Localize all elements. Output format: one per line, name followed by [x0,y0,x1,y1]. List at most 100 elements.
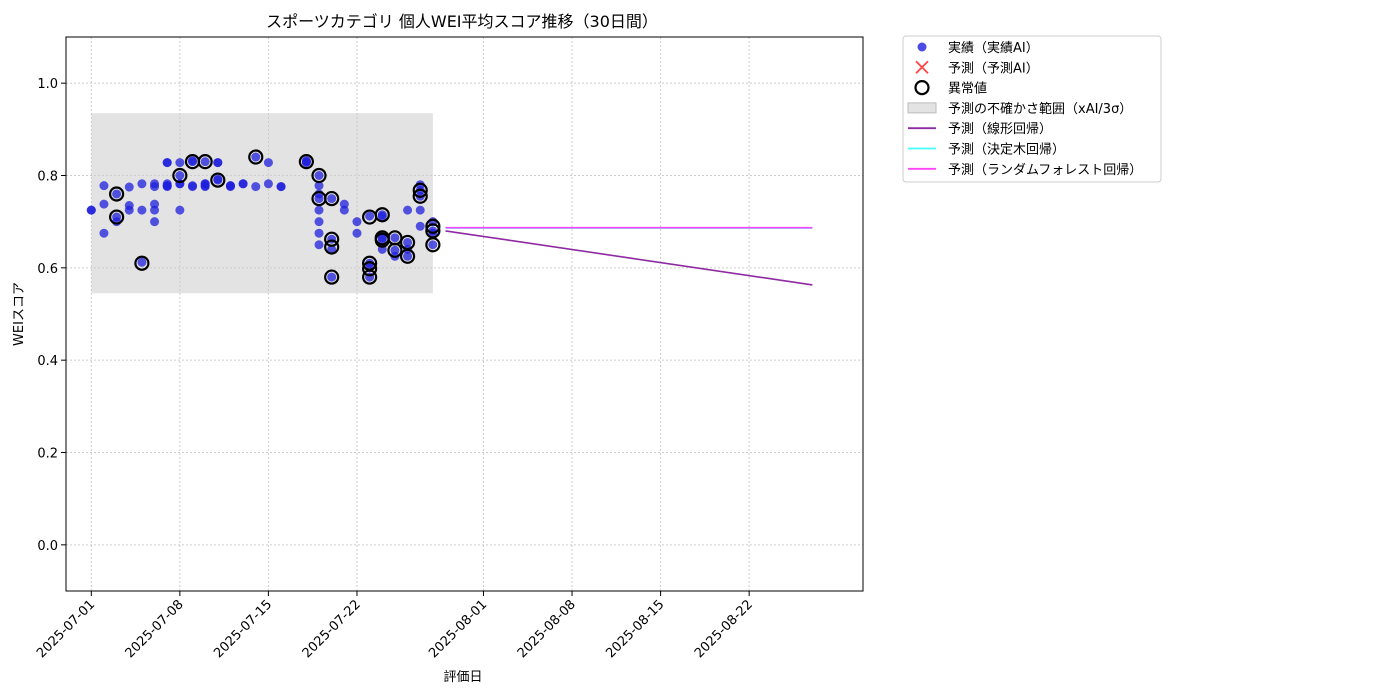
actual-point [99,199,109,209]
actual-point [403,251,413,261]
legend-ring-marker [914,79,930,96]
anomaly-ring [324,239,340,255]
actual-point [213,175,223,185]
anomaly-ring [374,207,390,223]
actual-point [188,156,198,166]
actual-point [175,158,185,168]
actual-point [365,211,375,221]
actual-point [263,179,273,189]
actual-point [137,205,147,215]
forecast-line [445,230,813,286]
x-tick-label: 2025-08-22 [692,597,756,661]
actual-point [188,182,198,192]
anomaly-ring [412,182,428,198]
grid-layer [66,37,863,591]
anomaly-ring [210,172,226,188]
actual-point [314,228,324,238]
anomaly-ring [425,237,441,253]
actual-point [377,210,387,220]
actual-point [390,233,400,243]
anomaly-ring [387,230,403,246]
actual-point [150,179,160,189]
actual-point [403,205,413,215]
actual-point [112,189,122,199]
actual-point [403,237,413,247]
x-tick-label: 2025-08-01 [426,597,490,661]
actual-point [276,182,286,192]
anomaly-ring [362,269,378,285]
actual-point [99,228,109,238]
forecast-lines-layer [445,226,813,286]
actual-point [124,182,134,192]
anomaly-ring [197,154,213,170]
anomaly-ring [172,167,188,184]
actual-point [225,181,235,191]
y-tick-label: 0.4 [37,354,58,369]
actual-point [352,217,362,227]
x-tick-label: 2025-08-15 [603,597,667,661]
x-axis-ticks: 2025-07-01 2025-07-08 2025-07-15 2025-07-22… [34,591,756,661]
legend-x-marker [915,60,929,74]
legend-label: 異常値 [948,81,987,97]
actual-point [263,158,273,168]
actual-point [86,205,96,215]
actual-point [137,179,147,189]
chart-title: スポーツカテゴリ 個人WEI平均スコア推移（30日間） [266,12,658,31]
y-tick-label: 0.2 [37,447,58,462]
y-axis-label: WEIスコア [12,282,27,346]
y-axis-ticks: 0.0 0.2 0.4 0.6 0.8 1.0 [37,77,66,554]
y-tick-label: 1.0 [37,77,58,92]
actual-point [150,217,160,227]
anomaly-ring [109,209,125,225]
x-tick-label: 2025-07-22 [300,597,364,661]
actual-point [150,199,160,209]
anomaly-ring [324,231,340,247]
actual-point [327,272,337,282]
anomaly-rings-layer [109,149,441,285]
y-tick-label: 0.8 [37,170,58,185]
legend-band-swatch [907,102,937,114]
anomaly-ring [412,188,428,204]
actual-point [314,205,324,215]
actual-point [238,179,248,189]
legend-frame [902,35,1162,183]
y-tick-label: 0.6 [37,262,58,277]
actual-point [314,217,324,227]
actual-point [175,205,185,215]
actual-point [415,205,425,215]
actual-point [162,158,172,168]
legend-label: 予測の不確かさ範囲（xAI/3σ） [948,101,1132,117]
actual-point [314,181,324,191]
y-tick-label: 0.0 [37,539,58,554]
legend-label: 実績（実績AI） [948,40,1039,56]
actual-point [200,157,210,167]
legend-dot-marker [917,42,927,52]
actual-point [339,205,349,215]
legend-label: 予測（決定木回帰） [948,142,1065,158]
plot-frame [65,36,864,592]
anomaly-ring [399,234,416,251]
anomaly-ring [109,186,125,202]
anomaly-ring [248,149,264,165]
actual-point [124,201,134,211]
legend-label: 予測（ランダムフォレスト回帰） [948,162,1142,178]
x-axis-label: 評価日 [443,670,482,685]
actual-point [162,181,172,191]
actual-point [327,244,337,254]
actual-point [314,240,324,250]
actual-point [175,171,185,180]
actual-point [301,156,311,166]
actual-point [377,233,387,243]
anomaly-ring [324,269,340,285]
actual-point [213,158,223,168]
actual-point [314,171,324,180]
anomaly-ring [298,154,314,170]
x-tick-label: 2025-07-08 [123,597,187,661]
actual-point [327,194,337,204]
anomaly-ring [362,261,378,277]
actual-point [251,152,261,162]
anomaly-ring [311,167,327,184]
anomaly-ring [324,190,340,207]
